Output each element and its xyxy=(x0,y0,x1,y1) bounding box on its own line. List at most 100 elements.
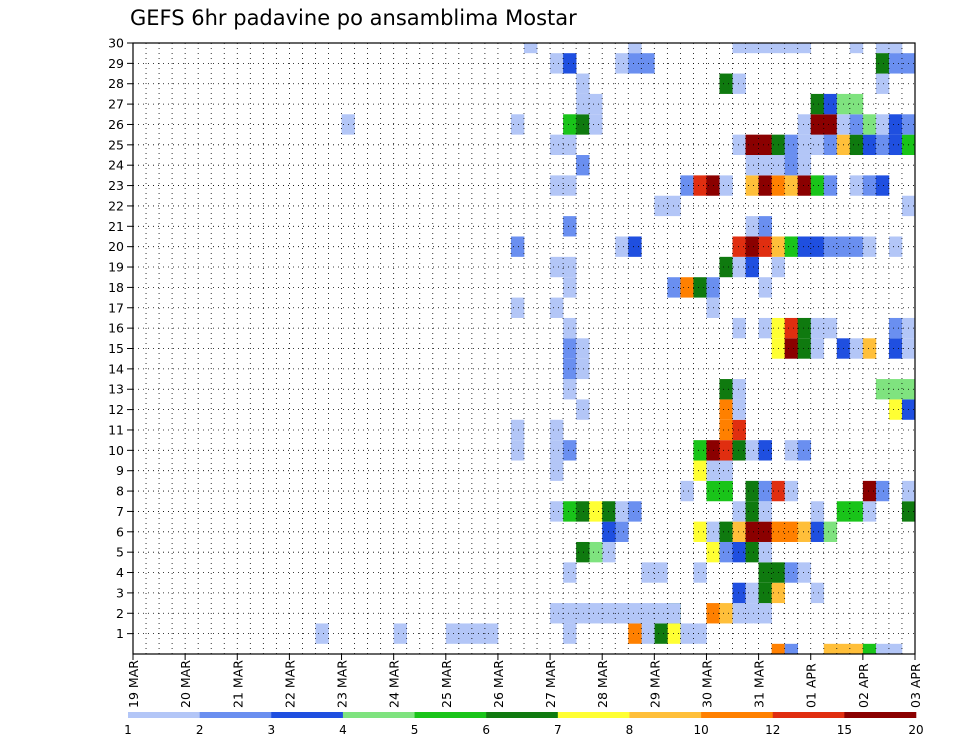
data-cell xyxy=(862,338,877,359)
data-cell xyxy=(628,501,642,522)
data-cell xyxy=(888,399,903,420)
data-cell xyxy=(758,236,772,257)
data-cell xyxy=(732,419,746,441)
x-tick-label: 27 MAR xyxy=(543,660,558,708)
data-cell xyxy=(849,501,864,522)
data-cell xyxy=(758,277,772,298)
data-cell xyxy=(693,175,707,196)
y-tick-label: 10 xyxy=(108,443,124,458)
data-cell xyxy=(758,440,772,461)
data-cell xyxy=(836,643,851,654)
y-tick-label: 25 xyxy=(108,137,124,152)
data-cell xyxy=(732,440,746,461)
data-cell xyxy=(875,134,890,156)
y-tick-label: 4 xyxy=(116,565,124,580)
data-cell xyxy=(745,43,759,54)
data-cell xyxy=(550,603,564,624)
colorbar-label: 3 xyxy=(267,723,275,737)
data-cell xyxy=(888,114,903,135)
data-cell xyxy=(563,175,577,196)
data-cell xyxy=(563,317,577,339)
data-cell xyxy=(732,73,746,94)
y-tick-label: 22 xyxy=(108,198,124,213)
data-cell xyxy=(823,643,838,654)
data-cell xyxy=(849,114,864,135)
y-tick-label: 5 xyxy=(116,545,124,560)
y-tick-label: 18 xyxy=(108,280,124,295)
data-cell xyxy=(458,623,473,644)
data-cell xyxy=(576,541,590,563)
y-tick-label: 7 xyxy=(116,504,124,519)
x-tick-label: 20 MAR xyxy=(178,660,193,708)
data-cell xyxy=(550,440,564,461)
data-cell xyxy=(888,379,903,400)
y-tick-label: 3 xyxy=(116,585,124,600)
data-cell xyxy=(797,317,812,339)
x-tick-label: 21 MAR xyxy=(230,660,245,708)
y-tick-label: 13 xyxy=(108,382,124,397)
data-cell xyxy=(524,43,538,54)
data-cell xyxy=(693,460,707,481)
chart-title: GEFS 6hr padavine po ansamblima Mostar xyxy=(130,6,577,30)
data-cell xyxy=(784,236,798,257)
data-cell xyxy=(758,501,772,522)
data-cell xyxy=(797,134,812,156)
data-cell xyxy=(589,603,603,624)
data-cell xyxy=(745,582,759,604)
data-cell xyxy=(654,562,668,583)
data-cell xyxy=(797,562,812,583)
data-cell xyxy=(563,562,577,583)
data-cell xyxy=(810,317,825,339)
colorbar-swatch xyxy=(701,712,774,718)
data-cell xyxy=(589,93,603,115)
colorbar-label: 8 xyxy=(626,723,634,737)
data-cell xyxy=(888,643,903,654)
data-cell xyxy=(732,236,746,257)
data-cell xyxy=(823,521,838,542)
data-cell xyxy=(810,338,825,359)
data-cell xyxy=(563,114,577,135)
data-cell xyxy=(797,521,812,542)
data-cell xyxy=(797,440,812,461)
colorbar-swatch xyxy=(844,712,917,718)
data-cell xyxy=(550,175,564,196)
data-cell xyxy=(615,603,629,624)
data-cell xyxy=(563,53,577,74)
data-cell xyxy=(719,73,733,94)
data-cell xyxy=(654,623,668,644)
data-cell xyxy=(862,480,877,502)
colorbar-swatch xyxy=(342,712,415,718)
data-cell xyxy=(510,419,525,441)
data-cell xyxy=(693,623,707,644)
data-cell xyxy=(563,256,577,278)
y-tick-label: 23 xyxy=(108,178,124,193)
data-cell xyxy=(862,114,877,135)
data-cell xyxy=(693,277,707,298)
colorbar-swatch xyxy=(128,712,200,718)
data-cell xyxy=(849,43,864,54)
y-tick-label: 8 xyxy=(116,484,124,499)
data-cell xyxy=(510,236,525,257)
y-tick-label: 24 xyxy=(108,158,124,173)
data-cell xyxy=(563,440,577,461)
data-cell xyxy=(589,541,603,563)
data-cell xyxy=(563,277,577,298)
data-cell xyxy=(823,236,838,257)
data-cell xyxy=(745,175,759,196)
data-cell xyxy=(550,501,564,522)
data-cell xyxy=(888,338,903,359)
data-cell xyxy=(784,480,798,502)
data-cell xyxy=(719,399,733,420)
data-cell xyxy=(510,440,525,461)
data-cell xyxy=(576,114,590,135)
data-cell xyxy=(797,43,812,54)
data-cell xyxy=(888,236,903,257)
data-cell xyxy=(667,623,681,644)
data-cell xyxy=(745,236,759,257)
data-cell xyxy=(589,114,603,135)
y-tick-label: 26 xyxy=(108,117,124,132)
data-cell xyxy=(732,317,746,339)
data-cell xyxy=(784,43,798,54)
data-cell xyxy=(576,338,590,359)
